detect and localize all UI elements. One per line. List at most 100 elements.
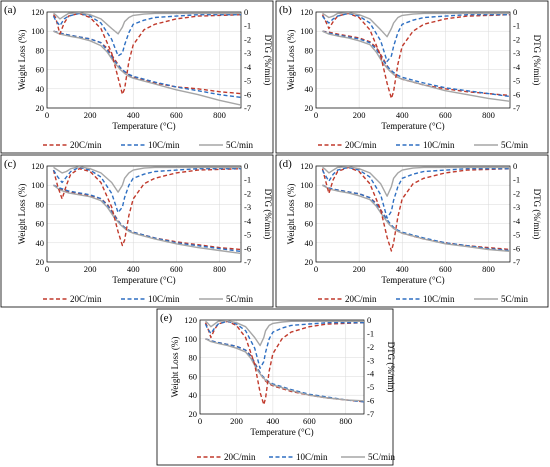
y-tick-label: 20 — [305, 103, 314, 113]
y2-axis-title: DTG (%/min) — [386, 342, 396, 393]
series-line-10c-min-right — [52, 166, 241, 214]
y2-tick-label: -5 — [367, 382, 374, 392]
y2-tick-label: -4 — [244, 62, 252, 72]
legend-label: 20C/min — [70, 140, 102, 150]
plot-area — [199, 319, 365, 415]
legend-label: 5C/min — [501, 140, 529, 150]
panel-label: (a) — [4, 4, 17, 16]
plot-area — [315, 11, 511, 109]
x-tick-label: 800 — [339, 416, 352, 426]
y-tick-label: 80 — [189, 353, 198, 363]
y-tick-label: 120 — [31, 161, 44, 171]
y2-tick-label: -3 — [244, 202, 251, 212]
y2-tick-label: -5 — [244, 76, 251, 86]
y-tick-label: 40 — [36, 238, 45, 248]
series-line-20c-min-left — [205, 338, 364, 403]
x-tick-label: 400 — [267, 416, 280, 426]
panel-a: 0 200 400 600 800 20 40 60 80 100 120 0 -1 -2 -3 -4 -5 -6… — [0, 0, 274, 154]
y-tick-label: 100 — [184, 334, 197, 344]
x-tick-label: 600 — [170, 110, 183, 120]
x-tick-label: 800 — [482, 110, 495, 120]
y2-tick-label: -7 — [513, 103, 520, 113]
x-tick-label: 0 — [45, 110, 49, 120]
y-tick-label: 20 — [36, 257, 45, 267]
y-tick-label: 80 — [305, 199, 314, 209]
y2-axis-title: DTG (%/min) — [263, 189, 273, 240]
series-line-5c-min-left — [322, 184, 510, 253]
series-line-20c-min-right — [321, 12, 510, 100]
x-tick-label: 800 — [213, 264, 226, 274]
y2-tick-label: -7 — [244, 103, 251, 113]
legend-label: 10C/min — [423, 294, 455, 304]
series-line-20c-min-left — [53, 30, 241, 95]
panel-c: 0 200 400 600 800 20 40 60 80 100 120 0 -1 -2 -3 -4 -5 -6… — [0, 154, 274, 308]
y2-tick-label: -4 — [513, 62, 521, 72]
panel-e: 0 200 400 600 800 20 40 60 80 100 120 0 -1 -2 -3 -4 -5 -6… — [156, 308, 396, 466]
y2-tick-label: 0 — [513, 161, 517, 171]
series-line-10c-min-right — [204, 320, 364, 369]
x-tick-label: 400 — [396, 110, 409, 120]
x-tick-label: 0 — [45, 264, 49, 274]
y-tick-label: 80 — [305, 45, 314, 55]
y-axis-title: Weight Loss (%) — [286, 184, 296, 245]
legend-label: 5C/min — [226, 294, 254, 304]
x-axis-title: Temperature (°C) — [381, 275, 444, 285]
y2-tick-label: -6 — [513, 243, 520, 253]
x-tick-label: 200 — [230, 416, 243, 426]
legend-label: 10C/min — [148, 294, 180, 304]
y2-tick-label: -4 — [367, 369, 375, 379]
y-tick-label: 80 — [36, 45, 45, 55]
x-tick-label: 600 — [303, 416, 316, 426]
y2-tick-label: -3 — [513, 48, 520, 58]
y-axis-title: Weight Loss (%) — [286, 30, 296, 91]
y2-tick-label: -1 — [244, 21, 251, 31]
series-line-10c-min-right — [52, 12, 241, 57]
x-tick-label: 400 — [127, 264, 140, 274]
y2-tick-label: -6 — [244, 243, 251, 253]
panel-label: (e) — [160, 312, 173, 324]
y2-tick-label: -1 — [244, 175, 251, 185]
x-tick-label: 200 — [84, 110, 97, 120]
x-axis-title: Temperature (°C) — [112, 121, 175, 131]
series-line-10c-min-right — [321, 166, 510, 219]
y2-tick-label: -7 — [513, 257, 520, 267]
y2-tick-label: -3 — [513, 202, 520, 212]
y-tick-label: 120 — [300, 161, 313, 171]
panel-b: 0 200 400 600 800 20 40 60 80 100 120 0 -1 -2 -3 -4 -5 -6… — [275, 0, 549, 154]
x-axis-title: Temperature (°C) — [381, 121, 444, 131]
panel-d: 0 200 400 600 800 20 40 60 80 100 120 0 -1 -2 -3 -4 -5 -6… — [275, 154, 549, 308]
series-line-5c-min-right — [53, 12, 241, 35]
y-tick-label: 100 — [31, 26, 44, 36]
series-line-20c-min-left — [322, 30, 510, 97]
y2-tick-label: -6 — [513, 89, 520, 99]
y2-tick-label: -2 — [513, 34, 520, 44]
legend-label: 5C/min — [501, 294, 529, 304]
series-line-5c-min-left — [205, 338, 364, 402]
y-tick-label: 100 — [300, 180, 313, 190]
legend-label: 20C/min — [224, 452, 256, 462]
y-tick-label: 20 — [305, 257, 314, 267]
y2-tick-label: 0 — [244, 161, 248, 171]
series-line-10c-min-left — [53, 30, 241, 99]
y2-axis-title: DTG (%/min) — [532, 189, 542, 240]
legend-label: 20C/min — [345, 294, 377, 304]
y-axis-title: Weight Loss (%) — [17, 30, 27, 91]
x-axis-title: Temperature (°C) — [250, 427, 313, 437]
y-tick-label: 80 — [36, 199, 45, 209]
y2-tick-label: -1 — [513, 175, 520, 185]
y2-tick-label: -4 — [513, 216, 521, 226]
series-line-20c-min-right — [52, 12, 241, 95]
plot-area — [315, 165, 511, 263]
y2-tick-label: -2 — [367, 342, 374, 352]
legend-label: 10C/min — [148, 140, 180, 150]
legend-label: 5C/min — [368, 452, 396, 462]
legend-label: 5C/min — [226, 140, 254, 150]
y2-tick-label: -6 — [367, 396, 374, 406]
y-tick-label: 60 — [36, 65, 45, 75]
x-tick-label: 400 — [127, 110, 140, 120]
y2-tick-label: -1 — [513, 21, 520, 31]
y-tick-label: 20 — [36, 103, 45, 113]
x-tick-label: 0 — [198, 416, 202, 426]
series-line-20c-min-right — [321, 166, 510, 252]
